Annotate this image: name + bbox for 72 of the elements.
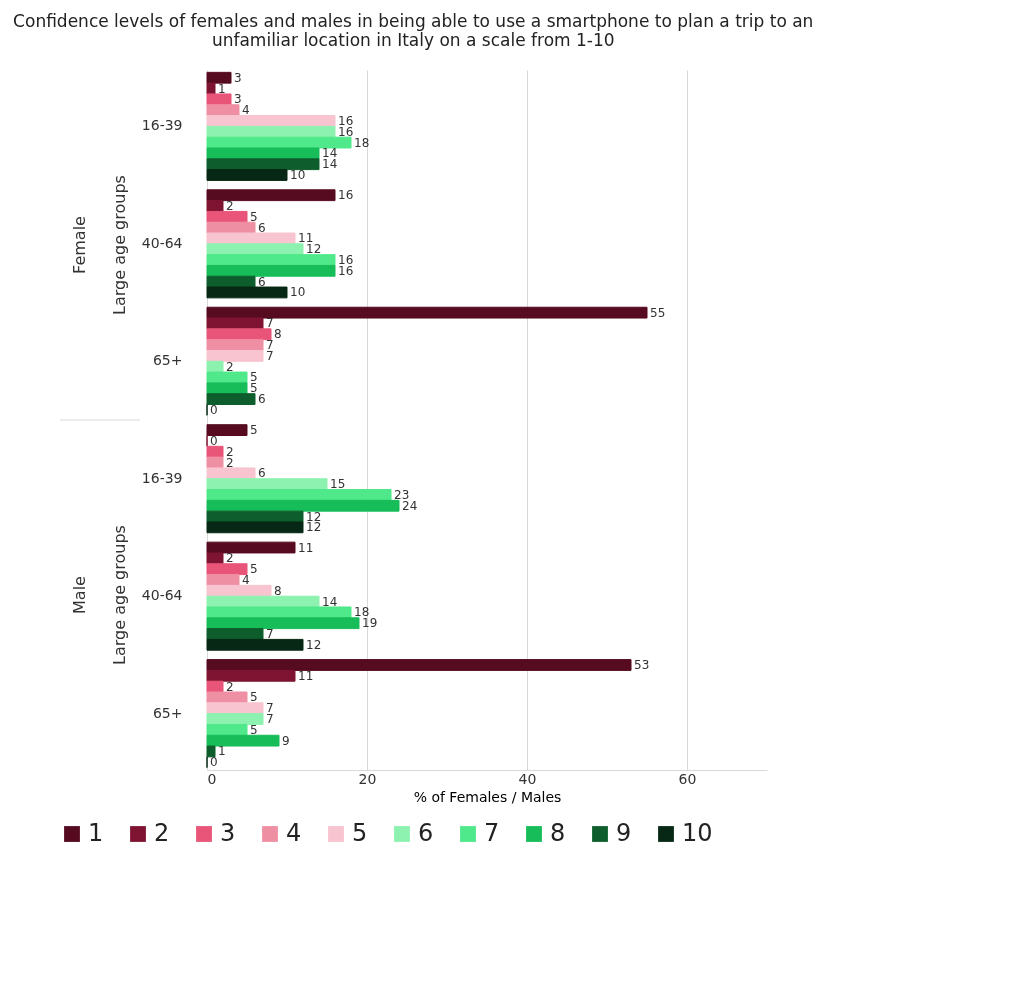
- data-label: 6: [258, 466, 266, 481]
- data-label: 15: [330, 477, 346, 492]
- data-label: 0: [210, 402, 218, 417]
- y-tick-label: 65+: [152, 704, 183, 721]
- data-label: 12: [306, 637, 322, 652]
- data-label: 14: [322, 594, 338, 609]
- text: Large age groups: [110, 525, 129, 665]
- data-label: 6: [258, 392, 266, 407]
- text: Male: [70, 576, 89, 614]
- x-tick-label: 0: [207, 770, 217, 787]
- data-label: 9: [282, 733, 290, 748]
- data-label: 12: [306, 242, 322, 257]
- x-tick-label: 60: [678, 770, 697, 787]
- data-label: 7: [266, 316, 274, 331]
- legend-label: 2: [154, 819, 170, 847]
- data-label: 5: [250, 209, 258, 224]
- data-label: 12: [306, 520, 322, 535]
- legend-label: 4: [286, 819, 302, 847]
- data-label: 4: [242, 572, 250, 587]
- y-tick-label: 65+: [152, 352, 183, 369]
- data-label: 0: [210, 755, 218, 770]
- data-label: 6: [258, 220, 266, 235]
- data-label: 8: [274, 583, 282, 598]
- data-label: 3: [234, 70, 242, 85]
- data-label: 5: [250, 423, 258, 438]
- data-label: 0: [210, 433, 218, 448]
- data-label: 2: [226, 551, 234, 566]
- data-label: 2: [226, 679, 234, 694]
- data-label: 8: [274, 327, 282, 342]
- data-label: 16: [338, 263, 354, 278]
- data-label: 2: [226, 199, 234, 214]
- text: Female: [70, 216, 89, 274]
- data-label: 7: [266, 348, 274, 363]
- data-label: 5: [250, 381, 258, 396]
- y-tick-label: 40-64: [141, 587, 183, 604]
- data-label: 7: [266, 712, 274, 727]
- data-label: 5: [250, 690, 258, 705]
- data-label: 2: [226, 359, 234, 374]
- x-axis-title: % of Females / Males: [413, 788, 562, 805]
- data-label: 18: [354, 135, 370, 150]
- data-label: 1: [218, 744, 226, 759]
- data-label: 4: [242, 103, 250, 118]
- data-label: 11: [298, 668, 314, 683]
- data-label: 53: [634, 658, 650, 672]
- y-tick-label: 16-39: [141, 469, 183, 486]
- y-tick-label: 16-39: [141, 117, 183, 134]
- data-label: 16: [338, 188, 354, 203]
- data-label: 5: [250, 562, 258, 577]
- data-label: 19: [362, 616, 378, 631]
- legend-label: 9: [616, 819, 632, 847]
- y-tick-label: 40-64: [141, 234, 183, 251]
- legend-label: 1: [88, 819, 104, 847]
- x-tick-label: 40: [518, 770, 537, 787]
- legend-label: 10: [682, 819, 713, 847]
- data-label: 11: [298, 540, 314, 555]
- legend-label: 7: [484, 819, 500, 847]
- data-label: 1: [218, 81, 226, 96]
- chart-title: Confidence levels of females and males in being able to use a smartphone to plan a trip to an unfamiliar location in Italy on a scale from 1-10: [13, 11, 814, 50]
- data-label: 55: [650, 305, 666, 320]
- data-label: 14: [322, 157, 338, 172]
- data-label: 10: [290, 168, 306, 182]
- data-label: 10: [290, 285, 306, 300]
- legend-label: 3: [220, 819, 236, 847]
- text: Large age groups: [110, 175, 129, 315]
- legend-label: 5: [352, 819, 368, 847]
- data-label: 7: [266, 626, 274, 641]
- x-tick-label: 20: [358, 770, 377, 787]
- data-label: 5: [250, 722, 258, 737]
- data-label: 6: [258, 274, 266, 289]
- data-label: 3: [234, 92, 242, 107]
- legend-label: 8: [550, 819, 566, 847]
- legend-label: 6: [418, 819, 434, 847]
